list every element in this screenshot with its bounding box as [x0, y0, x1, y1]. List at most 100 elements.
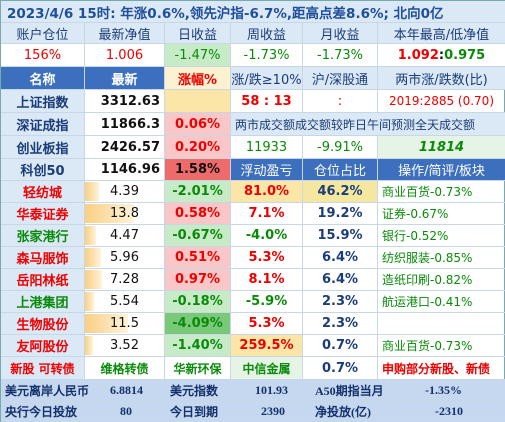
index-last: 1146.96 [85, 159, 165, 181]
limit-updown: 58 : 13 [231, 90, 303, 113]
holding-last: 5.54 [110, 294, 139, 309]
holding-weight: 19.2% [303, 203, 378, 225]
index-change: 0.20% [165, 136, 231, 159]
holding-pnl: 81.0% [231, 181, 303, 203]
turnover-forecast: 11814 [378, 136, 505, 159]
footer-row-pboc: 央行今日投放 80 今日到期 2390 净投放(亿) -2310 [1, 401, 505, 422]
holding-bar [85, 270, 103, 289]
holding-weight: 2.3% [303, 291, 378, 313]
holding-bar [85, 182, 100, 201]
holding-row: 华泰证券 13.8 0.58% 7.1% 19.2% 证券-0.67% [1, 203, 505, 225]
net-label: 净投放(亿) [311, 401, 421, 422]
col-limit: 涨/跌≥10% [231, 67, 303, 90]
holding-change: 0.97% [165, 269, 231, 291]
holding-note: 商业百货-0.73% [378, 181, 505, 203]
holding-change: -0.18% [165, 291, 231, 313]
holding-row: 生物股份 11.5 -4.09% 5.3% 2.3% [1, 313, 505, 335]
holding-pnl: 5.3% [231, 247, 303, 269]
holding-name[interactable]: 生物股份 [1, 313, 85, 335]
holding-pnl: 5.3% [231, 313, 303, 335]
holding-pnl: 8.1% [231, 269, 303, 291]
holding-last-cell: 7.28 [85, 269, 165, 291]
holding-note: 造纸印刷-0.82% [378, 269, 505, 291]
holding-last: 3.52 [110, 338, 139, 353]
index-row: 创业板指 2426.57 0.20% 11933 -9.91% 11814 [1, 136, 505, 159]
holding-name[interactable]: 华泰证券 [1, 203, 85, 225]
header-week: 周收益 [231, 23, 303, 44]
holding-bar [85, 314, 129, 333]
holding-change: -4.09% [165, 313, 231, 335]
header-day: 日收益 [165, 23, 231, 44]
holding-row: 友阿股份 3.52 -1.40% 259.5% 0.7% 商业百货-0.73% [1, 335, 505, 357]
index-row: 科创50 1146.96 1.58% 浮动盈亏 仓位占比 操作/简评/板块 [1, 159, 505, 181]
holding-weight: 2.3% [303, 313, 378, 335]
holding-weight: 46.2% [303, 181, 378, 203]
holding-pnl: -5.9% [231, 291, 303, 313]
net-value: -2310 [421, 401, 505, 422]
holding-last-cell: 5.54 [85, 291, 165, 313]
holding-last: 7.28 [110, 272, 139, 287]
holding-bar [85, 248, 101, 267]
holding-weight: 6.4% [303, 247, 378, 269]
pboc-value: 80 [106, 401, 166, 422]
holding-name[interactable]: 轻纺城 [1, 181, 85, 203]
index-name: 科创50 [1, 159, 85, 181]
col-updown: 两市涨/跌数(比) [378, 67, 505, 90]
holding-name[interactable]: 岳阳林纸 [1, 269, 85, 291]
index-change: 0.06% [165, 113, 231, 136]
account-header-row: 账户仓位 最新净值 日收益 周收益 月收益 本年最高/低净值 [1, 23, 505, 44]
a50-label: A50期指当月 [311, 380, 421, 401]
title-bar: 2023/4/6 15时: 年涨0.6%,领先沪指-6.7%,距高点差8.6%;… [1, 1, 505, 23]
holding-change: -0.67% [165, 225, 231, 247]
holding-change: 0.58% [165, 203, 231, 225]
holding-name[interactable]: 森马服饰 [1, 247, 85, 269]
index-last: 11866.3 [85, 113, 165, 136]
holding-row: 轻纺城 4.39 -2.01% 81.0% 46.2% 商业百货-0.73% [1, 181, 505, 203]
holding-name[interactable]: 上港集团 [1, 291, 85, 313]
position-value: 156% [1, 44, 85, 67]
holding-change: -1.40% [165, 335, 231, 357]
holding-name[interactable]: 张家港行 [1, 225, 85, 247]
holding-weight: 6.4% [303, 269, 378, 291]
header-position: 账户仓位 [1, 23, 85, 44]
holding-change: -2.01% [165, 181, 231, 203]
holding-last: 13.8 [110, 206, 139, 221]
index-name: 上证指数 [1, 90, 85, 113]
holding-last: 4.39 [110, 184, 139, 199]
index-last: 3312.63 [85, 90, 165, 113]
holding-change: 0.51% [165, 247, 231, 269]
col-pnl: 浮动盈亏 [231, 159, 303, 181]
col-last: 最新 [85, 67, 165, 90]
header-nav: 最新净值 [85, 23, 165, 44]
holding-bar [85, 292, 95, 311]
col-change: 涨幅% [165, 67, 231, 90]
holding-last-cell: 5.96 [85, 247, 165, 269]
newstock-weight: 0.7% [303, 357, 378, 380]
updown-ratio: 2019:2885 (0.70) [378, 90, 505, 113]
turnover-value: 11933 [231, 136, 303, 159]
newstock-stock2: 中信金属 [231, 357, 303, 380]
index-change: 1.58% [165, 159, 231, 181]
holding-name[interactable]: 友阿股份 [1, 335, 85, 357]
holding-pnl: 259.5% [231, 335, 303, 357]
dxy-value: 101.93 [251, 380, 311, 401]
account-values-row: 156% 1.006 -1.47% -1.73% -1.73% 1.092 : … [1, 44, 505, 67]
holding-pnl: -4.0% [231, 225, 303, 247]
holding-row: 森马服饰 5.96 0.51% 5.3% 6.4% 纺织服装-0.85% [1, 247, 505, 269]
dxy-label: 美元指数 [166, 380, 251, 401]
header-month: 月收益 [303, 23, 378, 44]
holding-note: 商业百货-0.73% [378, 335, 505, 357]
index-change [165, 90, 231, 113]
turnover-scroll-text: 两市成交额成交额较昨日午间预测全天成交额 [231, 113, 505, 136]
pboc-label: 央行今日投放 [1, 401, 106, 422]
index-name: 创业板指 [1, 136, 85, 159]
holding-bar [85, 204, 134, 223]
a50-value: -1.35% [421, 380, 505, 401]
holding-weight: 0.7% [303, 335, 378, 357]
index-last: 2426.57 [85, 136, 165, 159]
month-return: -1.73% [303, 44, 378, 67]
index-row: 上证指数 3312.63 58 : 13 : 2019:2885 (0.70) [1, 90, 505, 113]
day-return: -1.47% [165, 44, 231, 67]
holding-note: 银行-0.52% [378, 225, 505, 247]
